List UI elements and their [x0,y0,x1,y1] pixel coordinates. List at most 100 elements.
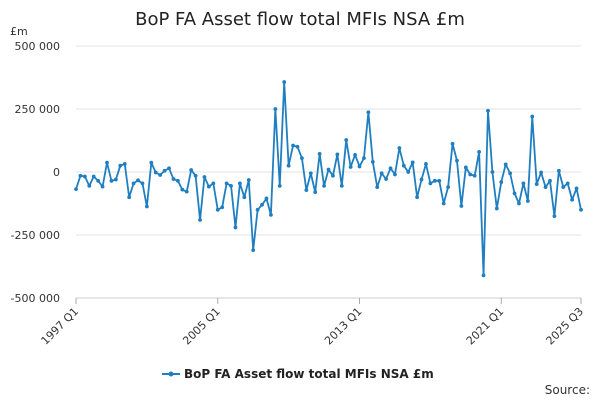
data-point[interactable] [339,183,344,188]
data-point[interactable] [158,173,163,177]
data-point[interactable] [415,195,419,200]
data-point[interactable] [508,171,513,176]
data-point[interactable] [118,163,123,168]
data-point[interactable] [481,273,486,278]
data-point[interactable] [539,170,544,175]
data-point[interactable] [499,180,504,184]
data-point[interactable] [277,183,282,188]
data-point[interactable] [472,173,477,178]
data-point[interactable] [326,167,331,172]
data-point[interactable] [561,185,566,190]
data-point[interactable] [494,206,499,211]
data-point[interactable] [255,207,260,212]
data-point[interactable] [220,205,225,210]
data-point[interactable] [109,178,114,183]
data-point[interactable] [269,212,273,217]
data-point[interactable] [375,185,380,190]
data-point[interactable] [517,201,521,206]
data-point[interactable] [82,174,87,179]
data-point[interactable] [100,184,105,189]
data-point[interactable] [167,166,171,171]
data-point[interactable] [331,173,335,178]
data-point[interactable] [105,160,109,165]
data-point[interactable] [113,177,118,182]
data-point[interactable] [503,162,508,167]
data-point[interactable] [184,189,189,194]
data-point[interactable] [455,158,459,163]
data-point[interactable] [437,178,442,183]
data-point[interactable] [313,190,318,195]
data-point[interactable] [149,160,154,165]
data-point[interactable] [521,181,526,186]
data-point[interactable] [206,184,211,189]
data-point[interactable] [552,214,557,219]
data-point[interactable] [556,168,561,173]
data-point[interactable] [388,166,393,171]
data-point[interactable] [96,178,101,183]
data-point[interactable] [202,175,207,179]
data-point[interactable] [251,248,256,253]
data-point[interactable] [131,181,136,186]
data-point[interactable] [525,199,530,203]
data-point[interactable] [198,217,202,222]
data-point[interactable] [291,143,295,148]
data-point[interactable] [348,165,353,169]
data-point[interactable] [565,181,570,186]
data-point[interactable] [317,151,322,156]
data-point[interactable] [534,182,539,187]
data-point[interactable] [282,80,287,84]
data-point[interactable] [136,178,140,183]
data-point[interactable] [238,181,242,186]
data-point[interactable] [162,168,167,173]
data-point[interactable] [459,204,464,208]
legend[interactable]: BoP FA Asset flow total MFIs NSA £m [162,367,434,381]
data-point[interactable] [344,138,349,142]
data-point[interactable] [490,170,495,174]
data-point[interactable] [446,185,451,190]
data-point[interactable] [574,186,579,191]
data-point[interactable] [384,177,388,181]
data-point[interactable] [260,202,264,207]
data-point[interactable] [295,144,300,149]
data-point[interactable] [127,195,132,200]
data-point[interactable] [175,178,180,183]
data-point[interactable] [428,181,433,186]
data-point[interactable] [353,152,357,157]
data-point[interactable] [401,163,406,168]
data-point[interactable] [512,191,517,196]
data-point[interactable] [153,170,158,175]
data-point[interactable] [335,152,340,157]
data-point[interactable] [140,181,145,186]
data-point[interactable] [304,188,309,193]
data-point[interactable] [78,173,83,178]
data-point[interactable] [424,162,428,166]
data-point[interactable] [450,141,455,146]
data-point[interactable] [144,204,149,209]
data-point[interactable] [463,165,468,170]
data-point[interactable] [543,185,548,190]
data-point[interactable] [477,149,482,154]
data-point[interactable] [406,170,411,174]
data-point[interactable] [91,174,96,179]
data-point[interactable] [468,172,473,177]
data-point[interactable] [548,178,552,183]
data-point[interactable] [74,187,78,192]
data-point[interactable] [122,162,127,166]
data-point[interactable] [357,164,362,169]
data-point[interactable] [370,160,375,164]
data-point[interactable] [211,181,216,186]
data-point[interactable] [397,146,402,150]
data-point[interactable] [322,183,326,188]
data-point[interactable] [286,163,291,168]
data-point[interactable] [171,177,176,181]
data-point[interactable] [570,197,575,202]
data-point[interactable] [87,183,92,188]
data-point[interactable] [189,168,194,172]
data-point[interactable] [246,178,251,182]
data-point[interactable] [362,156,366,161]
data-point[interactable] [242,195,247,200]
data-point[interactable] [379,171,384,176]
data-point[interactable] [441,201,446,206]
data-point[interactable] [308,171,313,176]
data-point[interactable] [233,225,238,230]
